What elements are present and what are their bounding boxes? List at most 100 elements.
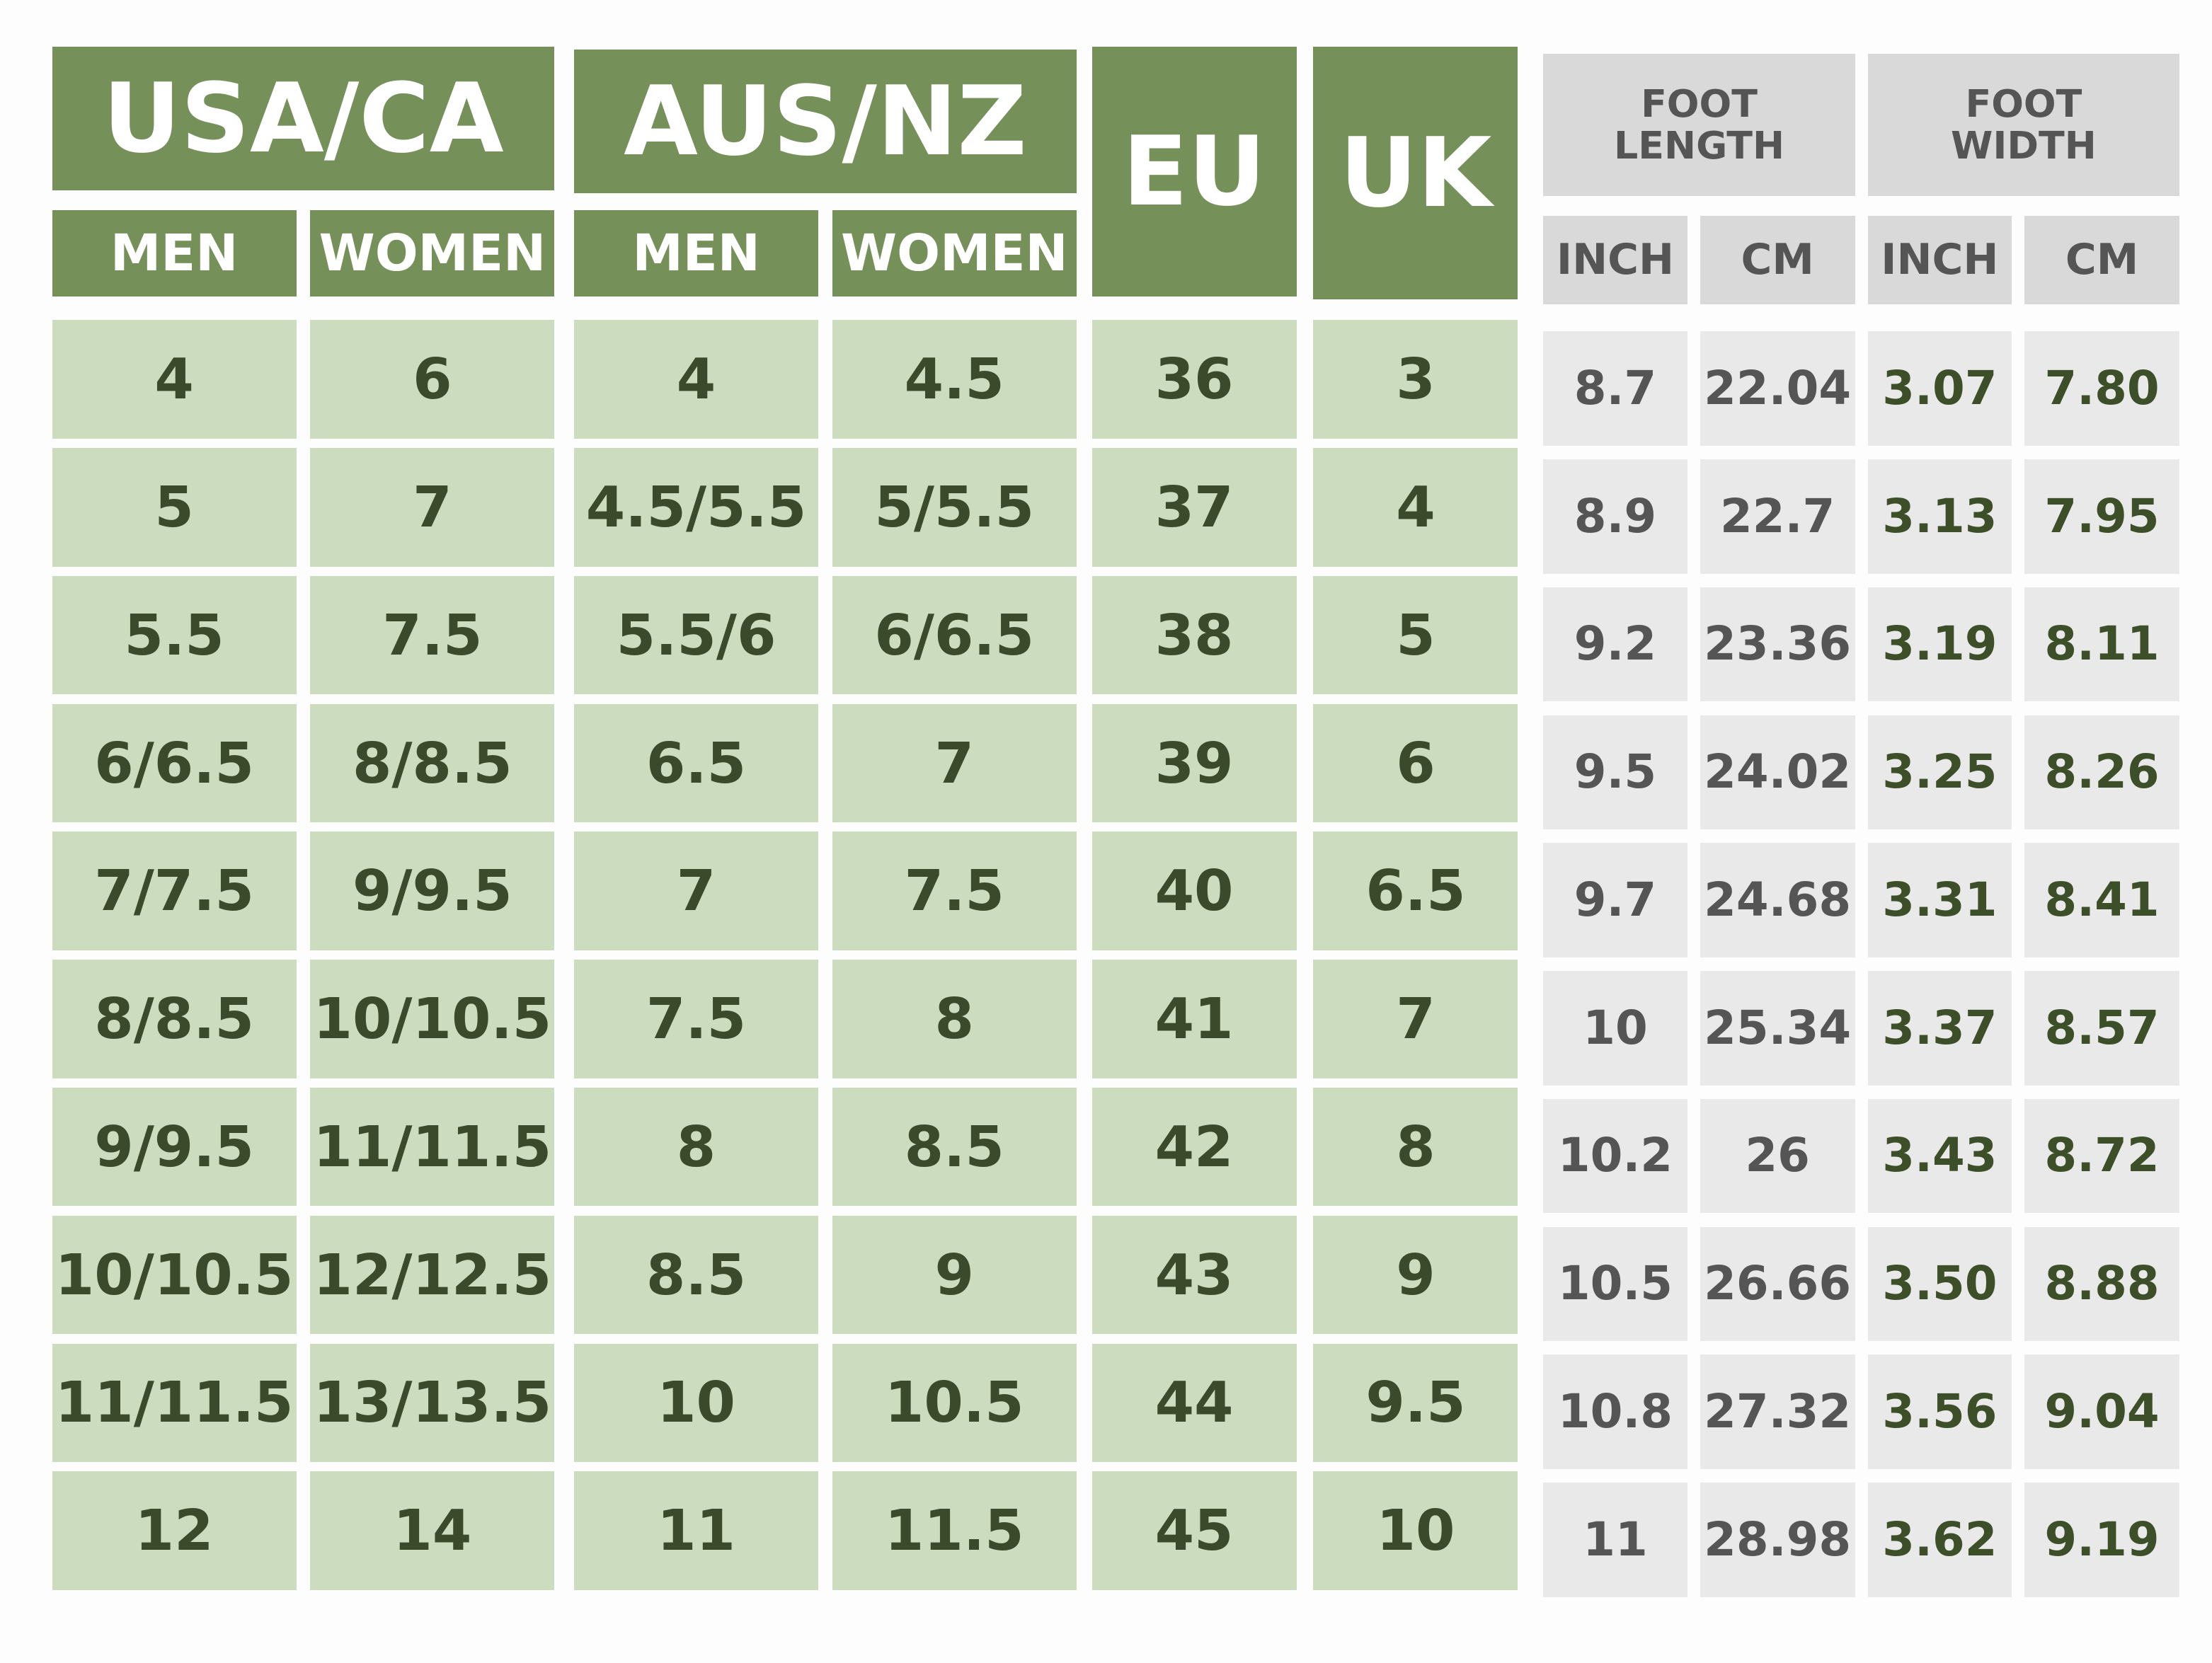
- size-cell: 8: [832, 960, 1077, 1078]
- measure-cell: 3.31: [1867, 843, 2012, 957]
- measure-cell: 22.04: [1700, 331, 1855, 446]
- size-cell: 7: [1313, 960, 1518, 1078]
- size-cell: 12/12.5: [310, 1215, 555, 1335]
- size-cell: 5: [52, 448, 297, 567]
- measure-cell: 8.9: [1543, 459, 1687, 574]
- measure-cell: 3.50: [1867, 1226, 2012, 1342]
- measure-cell: 24.02: [1700, 715, 1855, 830]
- size-cell: 36: [1091, 320, 1297, 439]
- group-header: EU: [1091, 46, 1297, 297]
- size-cell: 5.5/6: [574, 575, 818, 695]
- measure-cell: 8.57: [2024, 971, 2180, 1086]
- size-cell: 4: [52, 320, 297, 439]
- size-cell: 6/6.5: [832, 575, 1077, 695]
- size-cell: 40: [1091, 832, 1297, 950]
- size-cell: 14: [310, 1471, 555, 1590]
- measure-cell: 8.11: [2024, 587, 2180, 702]
- measure-cell: 10.5: [1543, 1226, 1687, 1342]
- size-cell: 8/8.5: [52, 960, 297, 1078]
- measure-cell: 7.95: [2024, 459, 2180, 574]
- group-header: AUS/NZ: [574, 49, 1077, 194]
- size-cell: 7.5: [310, 575, 555, 695]
- sub-header: INCH: [1867, 215, 2012, 305]
- size-cell: 10.5: [832, 1343, 1077, 1462]
- sub-header: MEN: [574, 209, 818, 297]
- size-cell: 7: [310, 448, 555, 567]
- size-cell: 11/11.5: [310, 1087, 555, 1207]
- size-cell: 44: [1091, 1343, 1297, 1462]
- measure-cell: 3.37: [1867, 971, 2012, 1086]
- measure-cell: 9.04: [2024, 1354, 2180, 1469]
- measure-cell: 3.56: [1867, 1354, 2012, 1469]
- size-cell: 6: [310, 320, 555, 439]
- size-cell: 5.5: [52, 575, 297, 695]
- measure-cell: 9.19: [2024, 1483, 2180, 1597]
- measure-cell: 9.7: [1543, 843, 1687, 957]
- measure-cell: 8.41: [2024, 843, 2180, 957]
- size-cell: 13/13.5: [310, 1343, 555, 1462]
- size-cell: 6.5: [1313, 832, 1518, 950]
- measure-cell: 10.2: [1543, 1098, 1687, 1214]
- measure-cell: 8.72: [2024, 1098, 2180, 1214]
- size-cell: 11/11.5: [52, 1343, 297, 1462]
- size-cell: 10: [1313, 1471, 1518, 1590]
- size-cell: 10/10.5: [310, 960, 555, 1078]
- measure-cell: 7.80: [2024, 331, 2180, 446]
- size-cell: 9: [1313, 1215, 1518, 1335]
- sub-header: CM: [1700, 215, 1855, 305]
- measure-cell: 3.62: [1867, 1483, 2012, 1597]
- measure-cell: 25.34: [1700, 971, 1855, 1086]
- size-cell: 41: [1091, 960, 1297, 1078]
- size-cell: 11: [574, 1471, 818, 1590]
- measure-cell: 10.8: [1543, 1354, 1687, 1469]
- size-cell: 9/9.5: [52, 1087, 297, 1207]
- measure-cell: 8.88: [2024, 1226, 2180, 1342]
- size-cell: 43: [1091, 1215, 1297, 1335]
- measure-cell: 11: [1543, 1483, 1687, 1597]
- measure-cell: 3.25: [1867, 715, 2012, 830]
- measure-cell: 23.36: [1700, 587, 1855, 702]
- group-header: FOOT WIDTH: [1867, 53, 2180, 196]
- measure-cell: 9.5: [1543, 715, 1687, 830]
- sub-header: INCH: [1543, 215, 1687, 305]
- measure-cell: 8.26: [2024, 715, 2180, 830]
- size-cell: 8: [574, 1087, 818, 1207]
- size-cell: 5: [1313, 575, 1518, 695]
- measure-cell: 3.19: [1867, 587, 2012, 702]
- size-cell: 5/5.5: [832, 448, 1077, 567]
- size-cell: 10: [574, 1343, 818, 1462]
- size-cell: 9.5: [1313, 1343, 1518, 1462]
- size-cell: 45: [1091, 1471, 1297, 1590]
- measure-cell: 3.43: [1867, 1098, 2012, 1214]
- sub-header: CM: [2024, 215, 2180, 305]
- size-cell: 7: [574, 832, 818, 950]
- size-cell: 7.5: [832, 832, 1077, 950]
- size-cell: 37: [1091, 448, 1297, 567]
- size-cell: 42: [1091, 1087, 1297, 1207]
- size-cell: 7/7.5: [52, 832, 297, 950]
- size-cell: 3: [1313, 320, 1518, 439]
- group-header: FOOT LENGTH: [1543, 53, 1855, 196]
- sub-header: WOMEN: [832, 209, 1077, 297]
- measure-cell: 24.68: [1700, 843, 1855, 957]
- size-cell: 12: [52, 1471, 297, 1590]
- size-cell: 6.5: [574, 703, 818, 823]
- size-cell: 6/6.5: [52, 703, 297, 823]
- size-cell: 4.5: [832, 320, 1077, 439]
- measure-cell: 27.32: [1700, 1354, 1855, 1469]
- measure-cell: 26.66: [1700, 1226, 1855, 1342]
- size-cell: 11.5: [832, 1471, 1077, 1590]
- size-cell: 8: [1313, 1087, 1518, 1207]
- group-header: UK: [1313, 46, 1518, 299]
- measure-cell: 3.13: [1867, 459, 2012, 574]
- size-cell: 4.5/5.5: [574, 448, 818, 567]
- group-header: USA/CA: [52, 46, 555, 191]
- measure-cell: 10: [1543, 971, 1687, 1086]
- sub-header: WOMEN: [310, 209, 555, 297]
- size-cell: 7.5: [574, 960, 818, 1078]
- measure-cell: 3.07: [1867, 331, 2012, 446]
- size-cell: 7: [832, 703, 1077, 823]
- size-cell: 8/8.5: [310, 703, 555, 823]
- measure-cell: 28.98: [1700, 1483, 1855, 1597]
